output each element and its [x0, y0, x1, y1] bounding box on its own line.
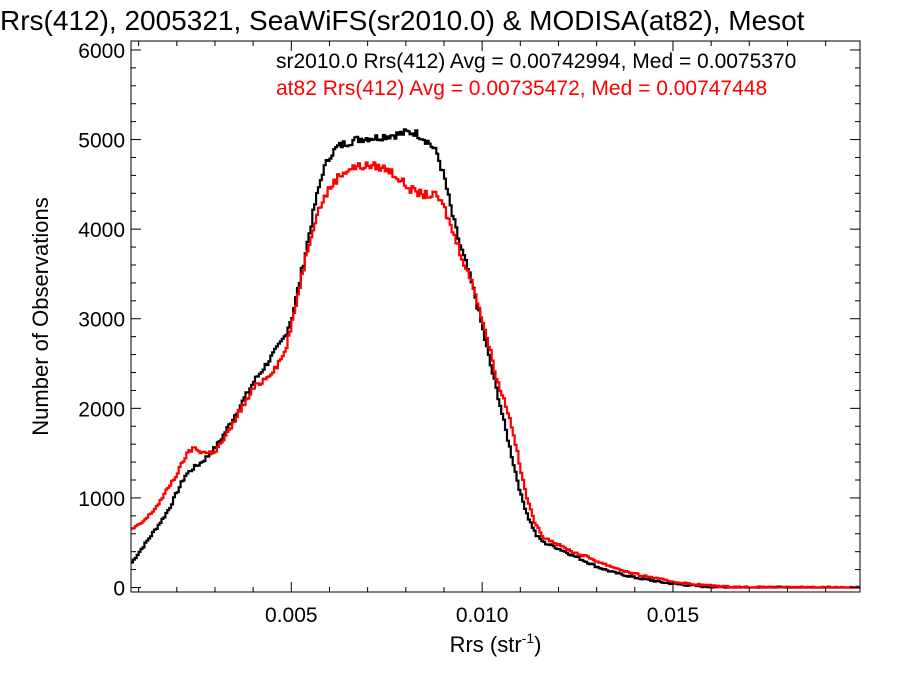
y-tick-label-6: 6000: [78, 40, 125, 63]
series-line-2: [131, 161, 860, 589]
y-axis-label: Number of Observations: [28, 197, 53, 435]
x-tick-label-0: 0.005: [265, 604, 318, 627]
plot-area: [131, 128, 860, 589]
x-axis: 0.005 0.010 0.015: [138, 41, 827, 627]
y-tick-label-0: 0: [113, 578, 125, 601]
x-tick-label-2: 0.015: [647, 604, 700, 627]
x-axis-label-superscript: -1: [522, 630, 535, 646]
y-tick-label-1: 1000: [78, 488, 125, 511]
y-tick-label-5: 5000: [78, 130, 125, 153]
legend-entry-2: at82 Rrs(412) Avg = 0.00735472, Med = 0.…: [276, 77, 767, 100]
x-axis-label-main: Rrs (str: [450, 632, 522, 657]
x-axis-label: Rrs (str-1): [450, 630, 542, 657]
x-axis-label-close: ): [534, 632, 541, 657]
y-tick-label-3: 3000: [78, 309, 125, 332]
legend-entry-1: sr2010.0 Rrs(412) Avg = 0.00742994, Med …: [276, 50, 796, 73]
plot-frame: [130, 40, 861, 593]
x-tick-label-1: 0.010: [456, 604, 509, 627]
y-tick-label-2: 2000: [78, 398, 125, 421]
chart-title: Rrs(412), 2005321, SeaWiFS(sr2010.0) & M…: [0, 5, 805, 36]
y-tick-label-4: 4000: [78, 219, 125, 242]
y-axis: 0 1000 2000 3000 4000 5000 6000: [78, 40, 860, 601]
legend: sr2010.0 Rrs(412) Avg = 0.00742994, Med …: [276, 50, 796, 100]
